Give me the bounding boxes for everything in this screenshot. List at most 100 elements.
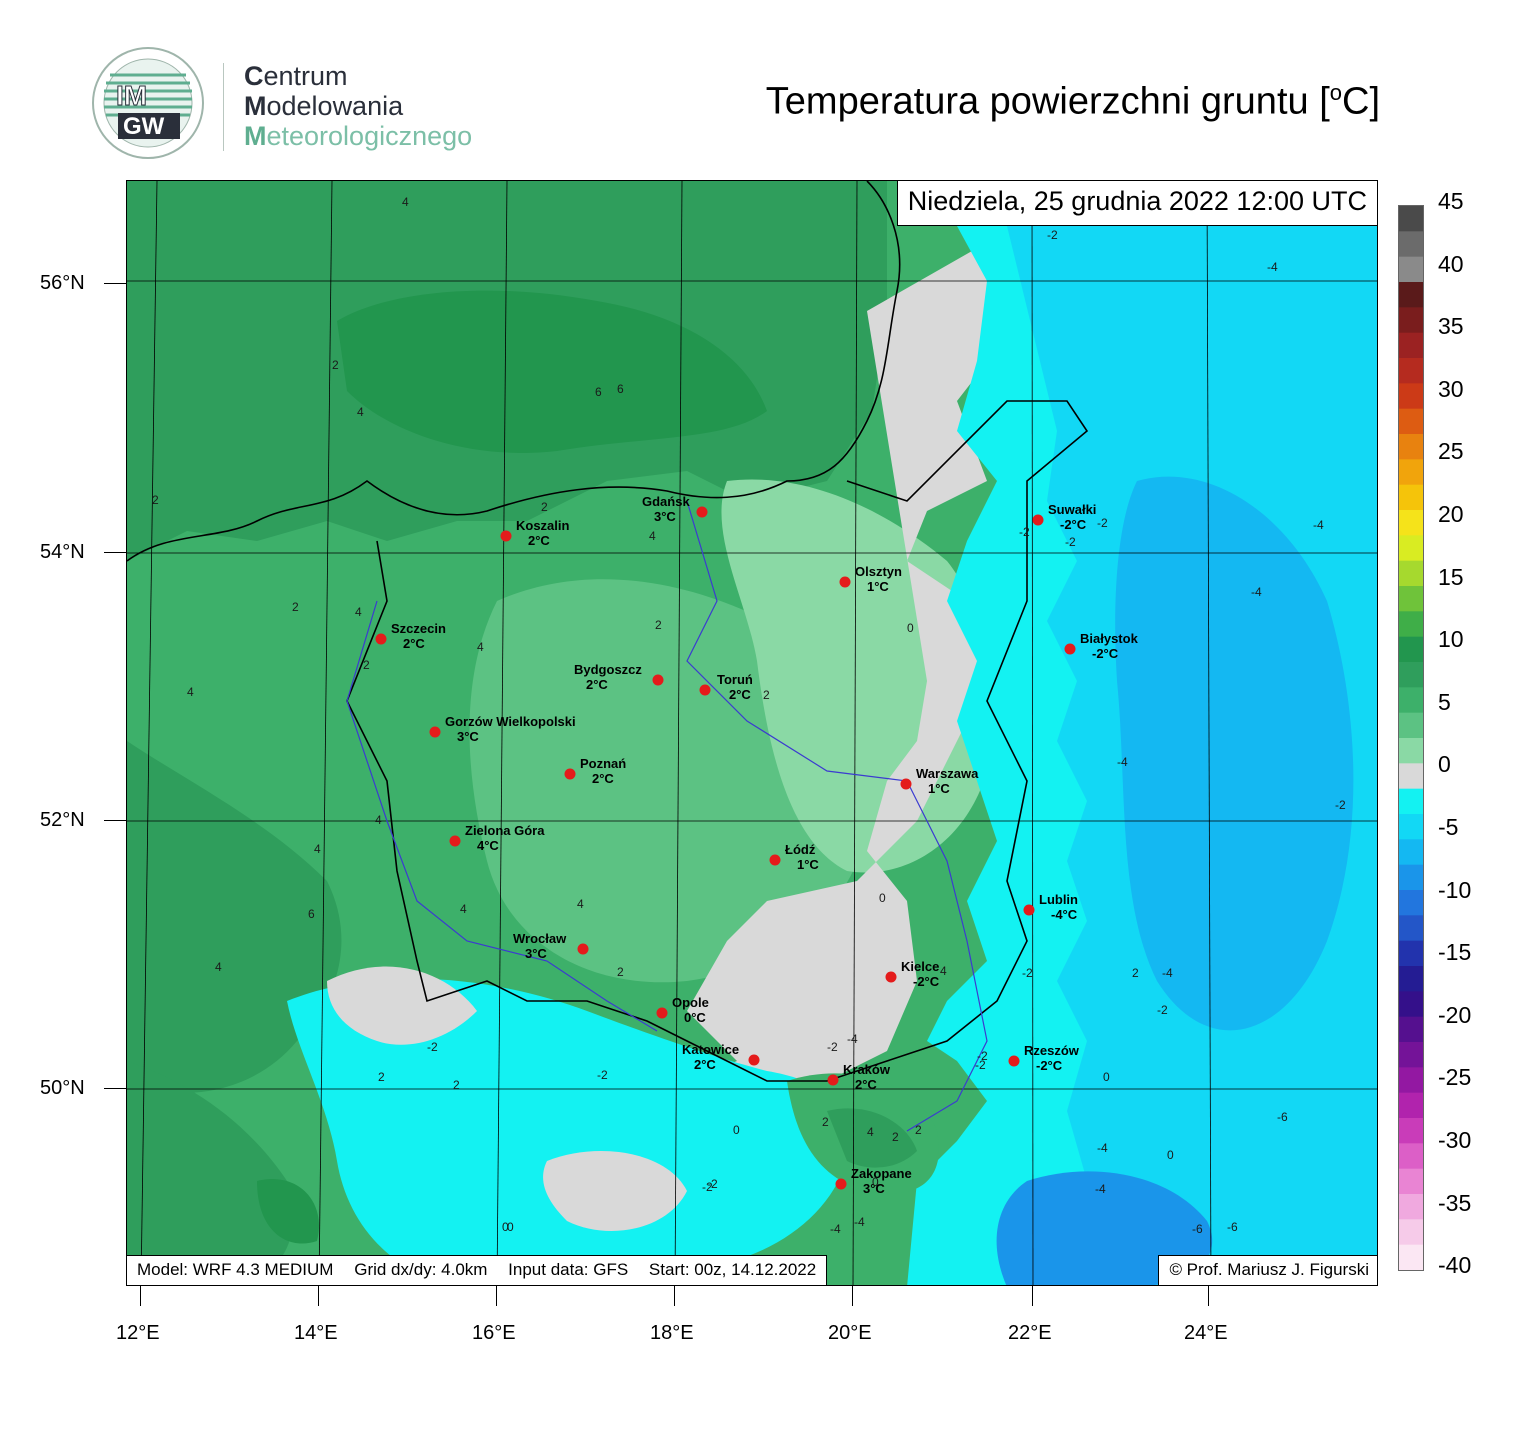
contour-label: 2 — [892, 1130, 899, 1144]
contour-label: -2 — [1022, 966, 1033, 980]
city-name: Gdańsk — [642, 494, 690, 509]
city-dot — [656, 1007, 668, 1019]
contour-label: 2 — [378, 1070, 385, 1084]
contour-label: -4 — [1162, 966, 1173, 980]
colorbar-swatch — [1399, 408, 1423, 435]
city-name: Katowice — [682, 1042, 739, 1057]
colorbar-swatch — [1399, 788, 1423, 815]
forecast-date-label: Niedziela, 25 grudnia 2022 12:00 UTC — [896, 181, 1377, 226]
contour-label: 0 — [907, 621, 914, 635]
colorbar-label: 15 — [1438, 564, 1464, 590]
logo-separator — [223, 63, 224, 151]
colorbar-swatch — [1399, 1168, 1423, 1195]
contour-label: 6 — [617, 382, 624, 396]
contour-label: -2 — [707, 1177, 718, 1191]
sw-zone-4 — [127, 1061, 294, 1285]
colorbar-label: 40 — [1438, 251, 1464, 277]
colorbar-label: -35 — [1438, 1190, 1472, 1216]
contour-label: 4 — [867, 1125, 874, 1139]
city-dot — [696, 506, 708, 518]
city-name: Kraków — [843, 1062, 891, 1077]
credit-box: © Prof. Mariusz J. Figurski — [1158, 1255, 1377, 1285]
contour-label: -2 — [427, 1040, 438, 1054]
colorbar-swatch — [1399, 915, 1423, 942]
contour-label: -6 — [1192, 1222, 1203, 1236]
poland-border — [346, 400, 1089, 1082]
colorbar-swatch — [1399, 890, 1423, 916]
colorbar-swatch — [1399, 1143, 1423, 1170]
contour-label: -4 — [847, 1032, 858, 1046]
city-dot — [699, 684, 711, 696]
lon-label-14: 14°E — [294, 1322, 338, 1344]
lat-label-50: 50°N — [40, 1077, 85, 1099]
colorbar-swatch — [1399, 966, 1423, 992]
city-name: Olsztyn — [855, 564, 902, 579]
lat-tick-50 — [104, 1088, 126, 1089]
contour-label: -4 — [1095, 1182, 1106, 1196]
city-name: Lublin — [1039, 892, 1078, 907]
contour-label: -4 — [1097, 1141, 1108, 1155]
lon-tick-12 — [140, 1286, 141, 1306]
city-dot — [449, 835, 461, 847]
contour-label: -6 — [1227, 1220, 1238, 1234]
grid-lon-18 — [674, 181, 683, 1285]
contour-label: 2 — [363, 658, 370, 672]
city-name: Rzeszów — [1024, 1043, 1080, 1058]
city-name: Koszalin — [516, 518, 570, 533]
city-temp: -2°C — [1092, 646, 1119, 661]
contour-label: -2 — [597, 1068, 608, 1082]
contour-label: 0 — [733, 1123, 740, 1137]
contour-label: -2 — [977, 1049, 988, 1063]
colorbar-label: 5 — [1438, 689, 1451, 715]
start-label: Start: 00z, 14.12.2022 — [648, 1260, 817, 1279]
colorbar-label: 0 — [1438, 751, 1451, 777]
lat-tick-56 — [104, 283, 126, 284]
colorbar-swatch — [1399, 535, 1423, 562]
contour-label: -2 — [702, 1180, 713, 1194]
contour-label: 6 — [595, 385, 602, 399]
lon-label-12: 12°E — [116, 1322, 160, 1344]
colorbar-swatch — [1399, 636, 1423, 663]
contour-label: -6 — [1277, 1110, 1288, 1124]
colorbar-swatch — [1399, 712, 1423, 739]
contour-label: 4 — [940, 964, 947, 978]
contour-label: -4 — [1313, 518, 1324, 532]
contour-label: 2 — [152, 493, 159, 507]
contour-label: -2 — [1019, 525, 1030, 539]
grid-lon-12 — [140, 181, 158, 1285]
city-dot — [564, 768, 576, 780]
contour-label: 0 — [507, 1220, 514, 1234]
grid-lon-22 — [1031, 181, 1034, 1285]
contour-label: -2 — [1047, 228, 1058, 242]
colorbar-swatch — [1399, 358, 1423, 384]
contour-label: 2 — [1132, 966, 1139, 980]
lon-tick-16 — [496, 1286, 497, 1306]
contour-label: 4 — [577, 897, 584, 911]
south-zone-grey-2 — [543, 1151, 687, 1231]
city-marker: Lublin-4°C — [1023, 892, 1078, 922]
city-temp: -2°C — [913, 974, 940, 989]
tatra-zone-4 — [827, 1108, 917, 1168]
colorbar-swatch — [1399, 814, 1423, 840]
contour-label: 4 — [314, 842, 321, 856]
colorbar-swatch — [1399, 1067, 1423, 1094]
colorbar-label: -5 — [1438, 814, 1459, 840]
colorbar-swatch — [1399, 662, 1423, 688]
grid-label: Grid dx/dy: 4.0km — [354, 1260, 488, 1279]
lon-label-20: 20°E — [828, 1322, 872, 1344]
city-dot — [835, 1178, 847, 1190]
contour-label: 0 — [1167, 1148, 1174, 1162]
east-zone-minus4-6 — [1115, 476, 1354, 1031]
sw-zone-6 — [257, 1179, 319, 1244]
lat-tick-52 — [104, 820, 126, 821]
contour-label: 2 — [292, 600, 299, 614]
city-marker: Suwałki-2°C — [1032, 502, 1096, 532]
city-temp: 2°C — [694, 1057, 716, 1072]
city-temp: 0°C — [684, 1010, 706, 1025]
contour-label: 4 — [187, 685, 194, 699]
